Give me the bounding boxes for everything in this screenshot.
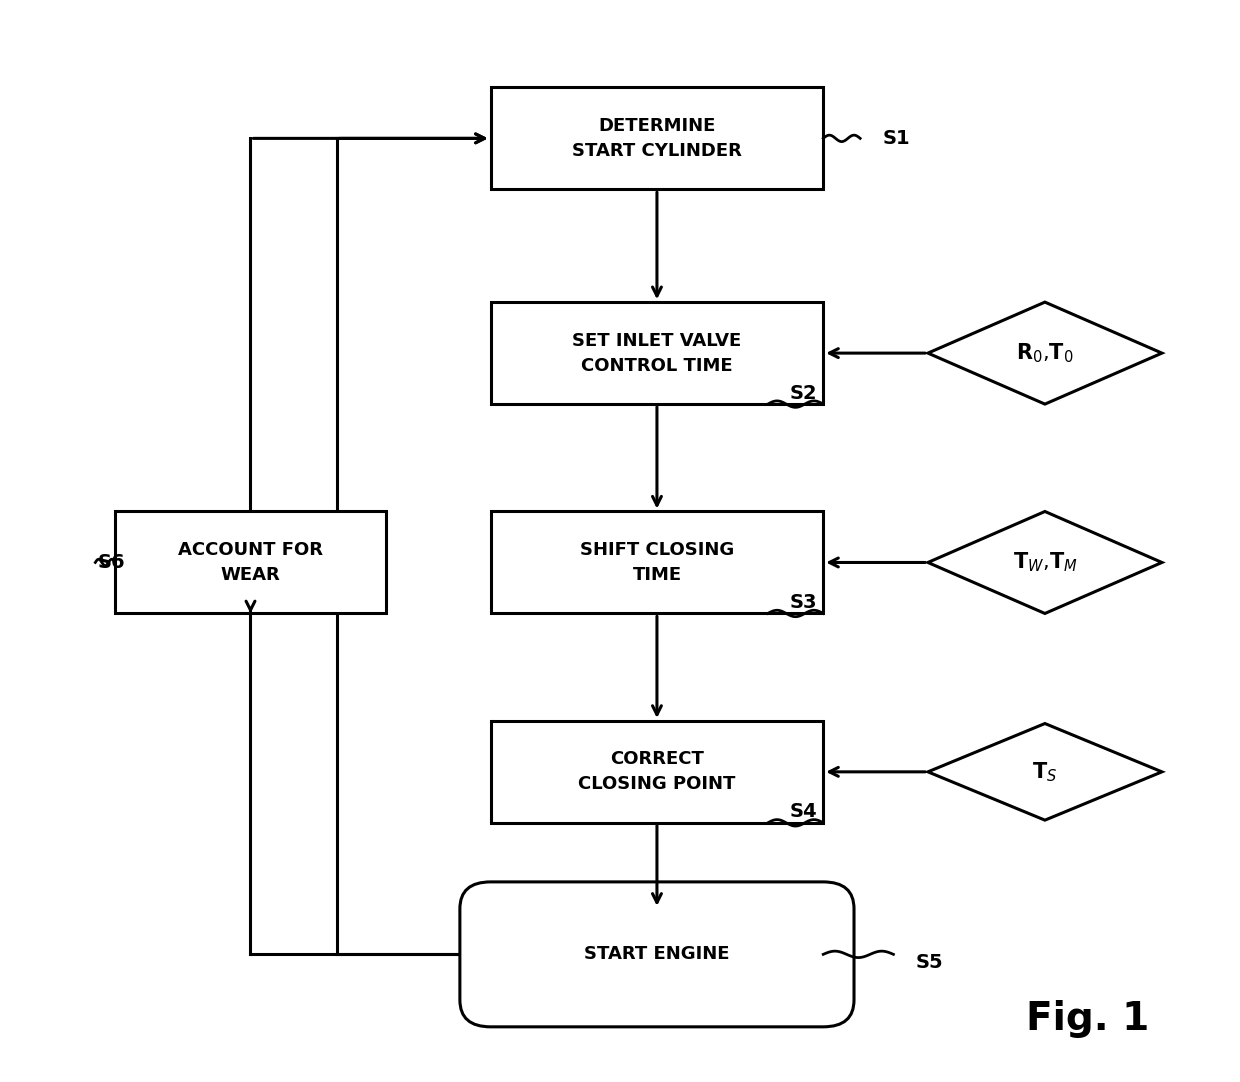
Text: SHIFT CLOSING
TIME: SHIFT CLOSING TIME xyxy=(580,541,734,584)
Text: DETERMINE
START CYLINDER: DETERMINE START CYLINDER xyxy=(572,117,742,160)
Text: ACCOUNT FOR
WEAR: ACCOUNT FOR WEAR xyxy=(179,541,322,584)
Text: START ENGINE: START ENGINE xyxy=(584,946,729,963)
Polygon shape xyxy=(928,724,1162,820)
Text: $\mathbf{R}_{0}$,$\mathbf{T}_{0}$: $\mathbf{R}_{0}$,$\mathbf{T}_{0}$ xyxy=(1016,341,1074,365)
Bar xyxy=(491,721,823,822)
Text: S4: S4 xyxy=(790,802,817,821)
Bar xyxy=(491,88,823,189)
Text: $\mathbf{T}_{W}$,$\mathbf{T}_{M}$: $\mathbf{T}_{W}$,$\mathbf{T}_{M}$ xyxy=(1013,551,1078,575)
Polygon shape xyxy=(928,512,1162,613)
Text: CORRECT
CLOSING POINT: CORRECT CLOSING POINT xyxy=(578,750,735,793)
Text: S2: S2 xyxy=(790,384,817,404)
Polygon shape xyxy=(928,302,1162,404)
Bar xyxy=(115,512,386,613)
FancyBboxPatch shape xyxy=(460,882,854,1027)
Text: S5: S5 xyxy=(915,953,944,973)
Text: Fig. 1: Fig. 1 xyxy=(1027,1000,1149,1038)
Bar xyxy=(491,512,823,613)
Bar xyxy=(491,302,823,404)
Text: $\mathbf{T}_{S}$: $\mathbf{T}_{S}$ xyxy=(1032,760,1058,783)
Text: SET INLET VALVE
CONTROL TIME: SET INLET VALVE CONTROL TIME xyxy=(573,331,742,374)
Text: S1: S1 xyxy=(883,129,910,148)
Text: S6: S6 xyxy=(98,553,125,572)
Text: S3: S3 xyxy=(790,593,817,611)
